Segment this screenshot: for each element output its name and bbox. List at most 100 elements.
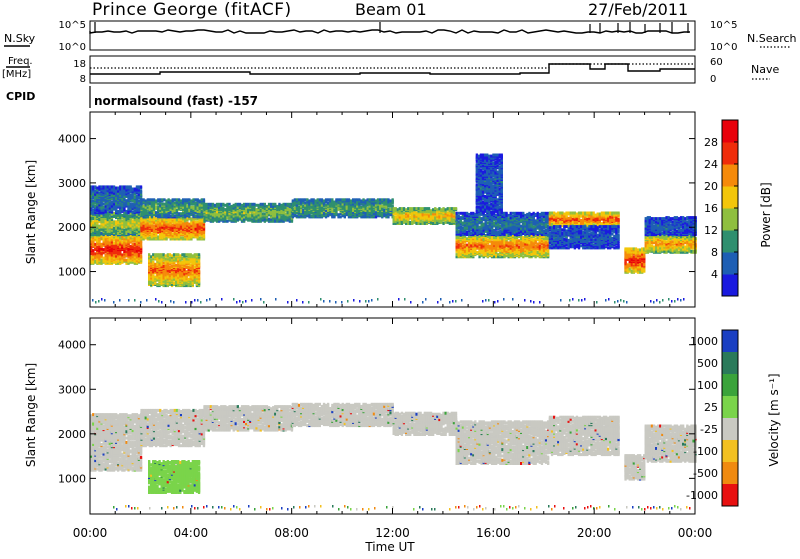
heatmap-cell [130,202,132,205]
heatmap-cell [172,198,174,201]
heatmap-cell [360,199,362,202]
heatmap-cell [123,259,125,262]
heatmap-cell [165,199,167,202]
heatmap-cell [313,198,315,201]
heatmap-cell [180,199,182,202]
heatmap-cell [138,252,140,255]
heatmap-cell [456,253,458,256]
heatmap-cell [169,256,171,259]
heatmap-cell [264,203,266,206]
heatmap-cell [153,198,155,201]
heatmap-cell [196,253,198,256]
heatmap-cell [132,188,134,191]
heatmap-cell [163,265,165,268]
heatmap-cell [354,198,356,201]
heatmap-cell [302,209,304,212]
heatmap-cell [310,214,312,217]
heatmap-cell [148,268,150,271]
heatmap-cell [154,263,156,266]
heatmap-cell [150,255,152,258]
heatmap-cell [476,236,478,239]
heatmap-cell [344,198,346,201]
heatmap-cell [111,200,113,203]
heatmap-cell [149,216,151,219]
heatmap-cell [154,276,156,279]
nsky-tick-top: 10^5 [59,20,86,31]
heatmap-cell [442,207,444,210]
heatmap-cell [190,206,192,209]
heatmap-cell [460,252,462,255]
heatmap-cell [352,198,354,201]
heatmap-cell [113,212,115,215]
heatmap-cell [487,245,489,248]
heatmap-cell [249,203,251,206]
heatmap-cell [478,247,480,250]
heatmap-cell [156,253,158,256]
heatmap-cell [497,253,499,256]
heatmap-cell [115,187,117,190]
heatmap-cell [170,199,172,202]
heatmap-cell [198,253,200,256]
heatmap-cell [428,207,430,210]
freq-tick-top: 18 [73,59,86,70]
heatmap-cell [266,205,268,208]
heatmap-cell [375,199,377,202]
heatmap-cell [115,220,117,223]
heatmap-cell [447,207,449,210]
heatmap-cell [190,253,192,256]
heatmap-cell [185,253,187,256]
heatmap-cell [151,232,153,235]
heatmap-cell [197,221,199,224]
freq-unit: [MHz] [2,69,31,80]
heatmap-cell [174,214,176,217]
heatmap-cell [294,198,296,201]
heatmap-cell [289,203,291,206]
heatmap-cell [476,243,478,246]
heatmap-cell [174,198,176,201]
heatmap-cell [377,198,379,201]
heatmap-cell [98,192,100,195]
heatmap-cell [447,211,449,214]
heatmap-cell [127,185,129,188]
heatmap-cell [308,199,310,202]
heatmap-cell [319,198,321,201]
heatmap-cell [449,207,451,210]
heatmap-cell [442,222,444,225]
heatmap-cell [109,236,111,239]
heatmap-cell [94,252,96,255]
heatmap-cell [210,203,212,206]
heatmap-cell [149,206,151,209]
heatmap-cell [245,208,247,211]
heatmap-cell [224,208,226,211]
heatmap-cell [169,266,171,269]
power-cells [90,154,697,304]
heatmap-cell [445,208,447,211]
heatmap-cell [159,198,161,201]
cpid-text: normalsound (fast) -157 [94,94,258,108]
heatmap-cell [397,208,399,211]
heatmap-cell [389,208,391,211]
heatmap-cell [157,206,159,209]
heatmap-cell [96,246,98,249]
heatmap-cell [152,253,154,256]
heatmap-cell [323,199,325,202]
heatmap-cell [149,237,151,240]
heatmap-cell [140,190,142,193]
heatmap-cell [151,198,153,201]
heatmap-cell [175,264,177,267]
heatmap-cell [125,199,127,202]
heatmap-cell [367,198,369,201]
heatmap-cell [138,185,140,188]
heatmap-cell [196,276,198,279]
heatmap-cell [117,187,119,190]
heatmap-cell [155,199,157,202]
heatmap-cell [260,203,262,206]
heatmap-cell [340,215,342,218]
heatmap-cell [199,237,201,240]
heatmap-cell [329,198,331,201]
heatmap-cell [393,207,395,210]
heatmap-cell [155,206,157,209]
heatmap-cell [100,232,102,235]
heatmap-cell [172,232,174,235]
heatmap-cell [180,237,182,240]
